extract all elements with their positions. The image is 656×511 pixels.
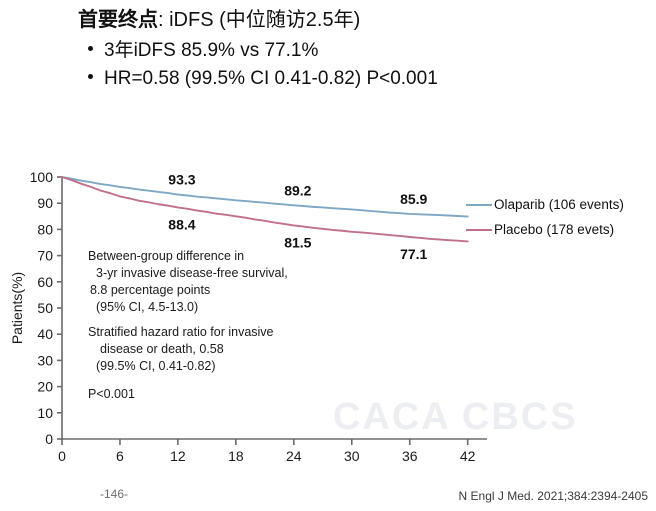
chart-curves bbox=[61, 176, 469, 243]
x-tick-label: 24 bbox=[286, 448, 302, 464]
y-tick-label: 20 bbox=[37, 379, 53, 395]
y-tick-label: 0 bbox=[45, 431, 53, 447]
page-title: 首要终点: iDFS (中位随访2.5年) bbox=[78, 3, 360, 32]
point-label: 81.5 bbox=[284, 234, 311, 250]
y-tick-label: 10 bbox=[37, 405, 53, 421]
bullet-dot-icon bbox=[88, 74, 93, 79]
x-tick-label: 0 bbox=[58, 448, 66, 464]
chart-annotation-line: 3-yr invasive disease-free survival, bbox=[96, 266, 288, 280]
chart-svg: 010203040506070809010006121824303642Mont… bbox=[9, 169, 624, 464]
x-tick-label: 42 bbox=[460, 448, 476, 464]
point-label: 77.1 bbox=[400, 246, 427, 262]
y-tick-label: 50 bbox=[37, 300, 53, 316]
x-tick-label: 6 bbox=[116, 448, 124, 464]
x-tick-label: 18 bbox=[228, 448, 244, 464]
y-tick-label: 60 bbox=[37, 274, 53, 290]
legend-label: Placebo (178 evets) bbox=[494, 222, 614, 237]
chart-annotation-line: Stratified hazard ratio for invasive bbox=[88, 325, 274, 339]
y-axis-title: Patients(%) bbox=[9, 272, 25, 344]
series-line-placebo bbox=[61, 176, 469, 243]
point-label: 88.4 bbox=[168, 216, 195, 232]
chart-point-labels: 93.3 89.2 85.9 88.4 81.5 77.1 bbox=[168, 172, 427, 262]
y-tick-label: 100 bbox=[30, 169, 54, 185]
bullet-item-2: HR=0.58 (99.5% CI 0.41-0.82) P<0.001 bbox=[88, 68, 438, 90]
watermark: CACA CBCS bbox=[333, 396, 578, 438]
page-title-rest: : iDFS (中位随访2.5年) bbox=[158, 9, 361, 31]
chart-annotation-line: 8.8 percentage points bbox=[90, 283, 210, 297]
y-tick-label: 90 bbox=[37, 195, 53, 211]
legend-label: Olaparib (106 events) bbox=[494, 197, 624, 212]
chart-annotation-line: disease or death, 0.58 bbox=[100, 342, 224, 356]
chart-legend: Olaparib (106 events) Placebo (178 evets) bbox=[466, 197, 624, 237]
chart-annotation-line: (95% CI, 4.5-13.0) bbox=[96, 300, 198, 314]
point-label: 85.9 bbox=[400, 191, 427, 207]
series-line-olaparib bbox=[61, 176, 469, 218]
point-label: 89.2 bbox=[284, 182, 311, 198]
y-tick-label: 40 bbox=[37, 326, 53, 342]
bullet-item-1: 3年iDFS 85.9% vs 77.1% bbox=[88, 35, 318, 62]
point-label: 93.3 bbox=[168, 172, 195, 188]
chart-axes: 010203040506070809010006121824303642Mont… bbox=[9, 169, 487, 464]
kaplan-meier-chart: 010203040506070809010006121824303642Mont… bbox=[0, 120, 656, 470]
y-tick-label: 70 bbox=[37, 248, 53, 264]
bullet-dot-icon bbox=[88, 46, 93, 51]
page-title-strong: 首要终点 bbox=[78, 9, 158, 31]
bullet-text-1: 3年iDFS 85.9% vs 77.1% bbox=[104, 40, 319, 61]
chart-annotation-line: Between-group difference in bbox=[88, 249, 244, 263]
chart-annotations: Between-group difference in 3-yr invasive… bbox=[88, 249, 288, 401]
citation: N Engl J Med. 2021;384:2394-2405 bbox=[458, 489, 648, 503]
x-tick-label: 36 bbox=[402, 448, 418, 464]
x-tick-label: 30 bbox=[344, 448, 360, 464]
y-tick-label: 80 bbox=[37, 221, 53, 237]
bullet-text-2: HR=0.58 (99.5% CI 0.41-0.82) P<0.001 bbox=[104, 68, 438, 89]
chart-annotation-line: P<0.001 bbox=[88, 387, 135, 401]
chart-annotation-line: (99.5% CI, 0.41-0.82) bbox=[96, 359, 216, 373]
page-number: -146- bbox=[100, 487, 129, 501]
y-tick-label: 30 bbox=[37, 352, 53, 368]
x-tick-label: 12 bbox=[170, 448, 186, 464]
